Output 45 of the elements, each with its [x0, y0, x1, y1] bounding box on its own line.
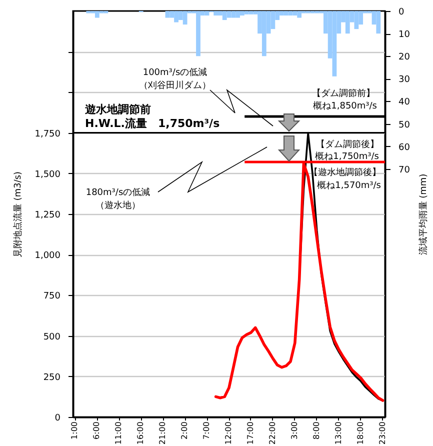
y-tick-label: 1,500 — [34, 170, 61, 180]
y-tick-label: 1,000 — [34, 251, 61, 262]
y2-axis-title: 流域平均雨量 (mm) — [418, 174, 429, 256]
x-tick-label: 7:00 — [202, 422, 212, 440]
x-tick-label: 16:00 — [136, 422, 146, 445]
annotation: 180m³/sの低減 — [86, 187, 150, 198]
annotation: 【ダム調節後】 — [316, 139, 379, 150]
y2-tick-label: 10 — [398, 30, 410, 40]
x-tick-label: 23:00 — [378, 422, 387, 445]
x-tick-label: 1:00 — [70, 422, 80, 440]
y-tick-label: 750 — [43, 292, 61, 302]
y2-tick-label: 30 — [398, 75, 410, 86]
y2-tick-label: 50 — [398, 120, 410, 130]
annotation: （遊水地） — [96, 200, 140, 211]
x-tick-label: 3:00 — [290, 422, 299, 440]
annotation: 概ね1,750m³/s — [315, 151, 380, 162]
ref-line-label: 概ね1,850m³/s — [313, 100, 378, 112]
y2-tick-label: 0 — [398, 8, 404, 18]
annotation: 100m³/sの低減 — [142, 67, 208, 78]
y2-tick-label: 20 — [398, 52, 410, 63]
x-tick-label: 13:00 — [334, 422, 343, 445]
x-tick-label: 2:00 — [180, 422, 190, 440]
x-tick-label: 22:00 — [268, 422, 277, 445]
y-tick-label: 250 — [43, 372, 61, 383]
x-tick-label: 12:00 — [224, 422, 233, 445]
annotation: 遊水地調節前 — [85, 103, 151, 116]
annotation: 概ね1,570m³/s — [317, 180, 382, 191]
ref-line-label: H.W.L.流量 1,750m³/s — [85, 116, 220, 130]
x-tick-label: 6:00 — [92, 422, 102, 440]
x-tick-label: 21:00 — [158, 422, 168, 445]
x-tick-label: 11:00 — [114, 422, 124, 445]
y2-tick-label: 60 — [398, 142, 410, 153]
y-tick-label: 1,250 — [34, 210, 61, 220]
x-tick-label: 18:00 — [356, 422, 365, 445]
y-tick-label: 0 — [54, 414, 61, 424]
y-tick-label: 1,750 — [34, 129, 61, 140]
y-axis-title: 見附地点流量 (m3/s) — [12, 171, 24, 258]
x-tick-label: 17:00 — [246, 422, 255, 445]
annotation: （刈谷田川ダム） — [139, 80, 211, 91]
annotation: 【ダム調節前】 — [312, 88, 375, 99]
ref-line-label: 【遊水地調節後】 — [309, 167, 381, 178]
y2-tick-label: 70 — [398, 165, 410, 176]
x-tick-label: 8:00 — [312, 422, 321, 440]
y2-tick-label: 40 — [398, 98, 410, 108]
y-tick-label: 500 — [43, 332, 61, 342]
